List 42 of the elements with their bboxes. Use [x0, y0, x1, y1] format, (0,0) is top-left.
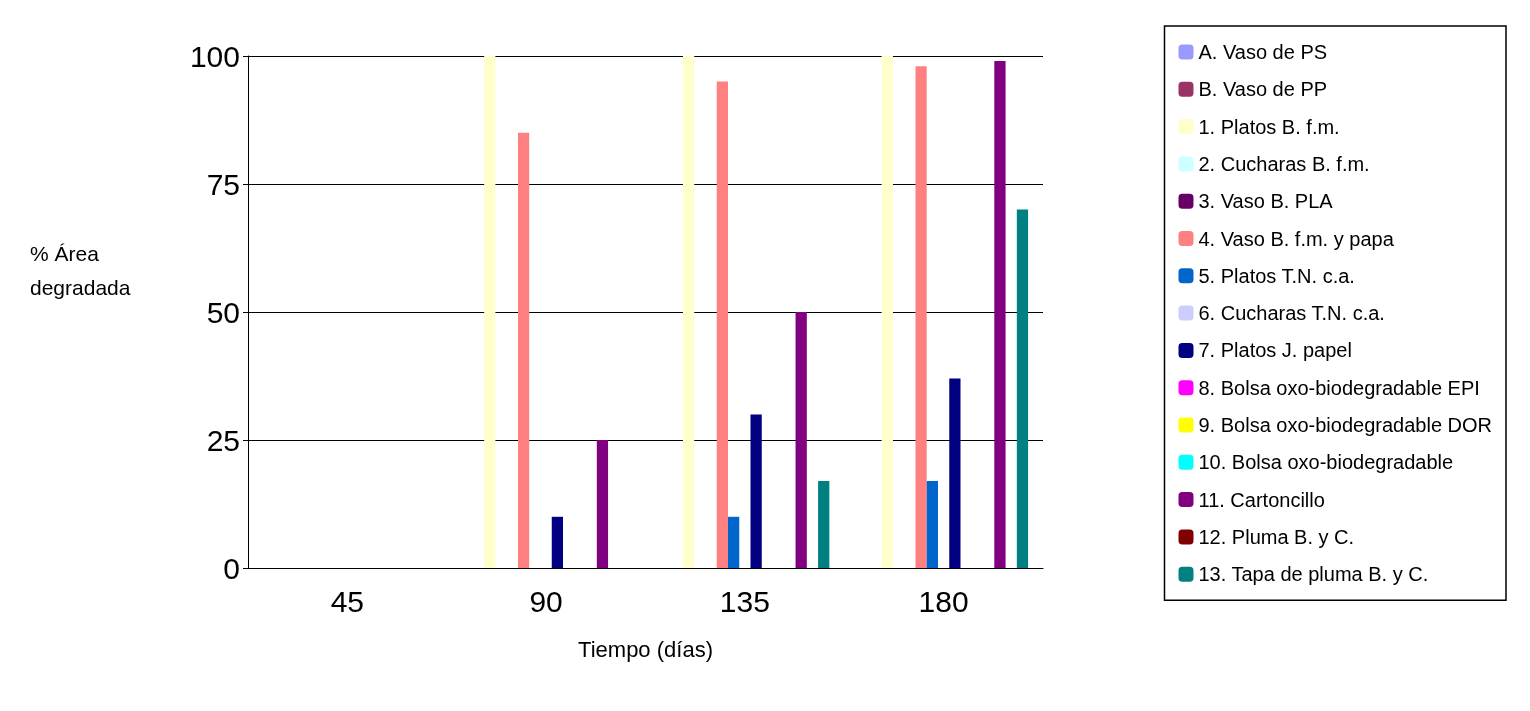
x-tick-label: 135	[719, 584, 770, 618]
y-tick-label: 100	[189, 39, 240, 73]
legend-label: 2. Cucharas B. f.m.	[1198, 152, 1370, 175]
bar	[551, 516, 564, 568]
x-tick-label: 90	[529, 584, 563, 618]
bar	[484, 56, 496, 568]
legend-label: 7. Platos J. papel	[1198, 339, 1352, 362]
legend-label: A. Vaso de PS	[1198, 41, 1328, 63]
bar	[1016, 209, 1029, 568]
bar	[881, 56, 893, 568]
x-axis-title: Tiempo (días)	[578, 636, 713, 662]
legend-label: 4. Vaso B. f.m. y papa	[1198, 227, 1395, 250]
bar	[727, 516, 740, 568]
legend-label: 10. Bolsa oxo-biodegradable	[1198, 451, 1454, 474]
legend-label: 8. Bolsa oxo-biodegradable EPI	[1198, 376, 1480, 399]
legend-label: 3. Vaso B. PLA	[1198, 190, 1334, 213]
bar	[596, 440, 609, 568]
legend-label: 6. Cucharas T.N. c.a.	[1198, 302, 1385, 325]
legend-label: 9. Bolsa oxo-biodegradable DOR	[1198, 414, 1493, 436]
bar	[682, 56, 695, 568]
legend-label: B. Vaso de PP	[1198, 78, 1328, 101]
bar	[949, 378, 961, 568]
bar	[994, 61, 1006, 568]
bar	[750, 414, 762, 568]
y-tick-label: 50	[206, 295, 240, 329]
bar	[915, 66, 927, 568]
legend-label: 1. Platos B. f.m.	[1198, 115, 1340, 138]
y-tick-label: 25	[206, 423, 240, 457]
bar	[926, 480, 938, 568]
legend-label: 11. Cartoncillo	[1198, 488, 1325, 511]
legend-label: 12. Pluma B. y C.	[1198, 525, 1355, 548]
legend-label: 13. Tapa de pluma B. y C.	[1198, 563, 1429, 586]
bar	[517, 132, 530, 568]
y-tick-label: 75	[206, 167, 240, 201]
bar	[716, 81, 728, 568]
y-tick-label: 0	[223, 551, 240, 585]
x-tick-label: 45	[330, 584, 365, 618]
y-axis-title: % Área degradada	[30, 241, 131, 299]
x-tick-label: 180	[918, 584, 969, 618]
bar	[818, 480, 830, 568]
bar	[795, 312, 807, 568]
legend-label: 5. Platos T.N. c.a.	[1198, 264, 1355, 287]
